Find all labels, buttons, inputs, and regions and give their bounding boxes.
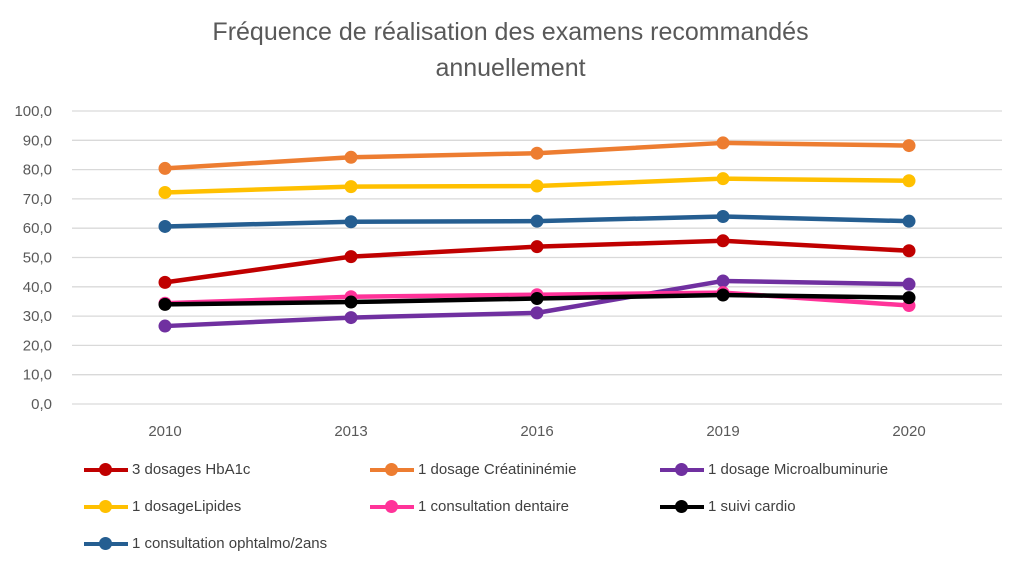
legend-label: 1 dosage Microalbuminurie xyxy=(708,461,889,478)
legend-label: 1 consultation ophtalmo/2ans xyxy=(132,535,328,552)
y-tick-label: 50,0 xyxy=(23,250,52,267)
x-tick-label: 2016 xyxy=(520,423,553,440)
data-point xyxy=(902,139,916,153)
legend-line-marker-icon xyxy=(660,499,704,513)
legend-label: 3 dosages HbA1c xyxy=(132,461,251,478)
data-point xyxy=(530,179,544,193)
y-tick-label: 10,0 xyxy=(23,367,52,384)
data-point xyxy=(902,174,916,188)
x-tick-label: 2010 xyxy=(148,423,181,440)
data-point xyxy=(344,215,358,229)
legend-item: 1 dosage Créatininémie xyxy=(370,461,576,478)
data-point xyxy=(158,161,172,175)
data-point xyxy=(530,306,544,320)
y-tick-label: 20,0 xyxy=(23,337,52,354)
chart-title: Fréquence de réalisation des examens rec… xyxy=(212,18,809,82)
data-point xyxy=(530,292,544,306)
data-point xyxy=(158,275,172,289)
x-tick-label: 2013 xyxy=(334,423,367,440)
y-tick-label: 60,0 xyxy=(23,220,52,237)
data-point xyxy=(158,319,172,333)
data-point xyxy=(158,219,172,233)
data-point xyxy=(158,185,172,199)
data-point xyxy=(716,209,730,223)
legend-item: 1 dosageLipides xyxy=(84,498,241,515)
legend-line-marker-icon xyxy=(660,462,704,476)
legend-line-marker-icon xyxy=(84,536,128,550)
y-tick-label: 0,0 xyxy=(31,396,52,413)
data-point xyxy=(530,146,544,160)
data-point xyxy=(716,274,730,288)
legend-line-marker-icon xyxy=(370,499,414,513)
data-point xyxy=(344,295,358,309)
legend-line-marker-icon xyxy=(370,462,414,476)
legend-line-marker-icon xyxy=(84,462,128,476)
x-tick-label: 2020 xyxy=(892,423,925,440)
legend-label: 1 dosage Créatininémie xyxy=(418,461,577,478)
y-tick-label: 80,0 xyxy=(23,162,52,179)
data-point xyxy=(716,136,730,150)
legend-line-marker-icon xyxy=(84,499,128,513)
legend-item: 3 dosages HbA1c xyxy=(84,461,250,478)
legend-item: 1 consultation ophtalmo/2ans xyxy=(84,535,327,552)
legend-label: 1 suivi cardio xyxy=(708,498,796,515)
data-point xyxy=(158,297,172,311)
data-point xyxy=(344,150,358,164)
legend-item: 1 consultation dentaire xyxy=(370,498,569,515)
data-point xyxy=(902,244,916,258)
data-point xyxy=(344,250,358,264)
data-point xyxy=(344,311,358,325)
data-point xyxy=(902,277,916,291)
data-point xyxy=(344,180,358,194)
y-tick-label: 100,0 xyxy=(14,103,52,120)
data-point xyxy=(716,234,730,248)
y-tick-label: 40,0 xyxy=(23,279,52,296)
y-tick-label: 90,0 xyxy=(23,132,52,149)
data-point xyxy=(902,214,916,228)
legend-label: 1 dosageLipides xyxy=(132,498,242,515)
legend-label: 1 consultation dentaire xyxy=(418,498,569,515)
data-point xyxy=(530,214,544,228)
y-tick-label: 30,0 xyxy=(23,308,52,325)
y-tick-label: 70,0 xyxy=(23,191,52,208)
data-point xyxy=(530,240,544,254)
data-point xyxy=(716,172,730,186)
x-tick-label: 2019 xyxy=(706,423,739,440)
data-point xyxy=(902,291,916,305)
legend-item: 1 suivi cardio xyxy=(660,498,796,515)
legend-item: 1 dosage Microalbuminurie xyxy=(660,461,888,478)
data-point xyxy=(716,288,730,302)
